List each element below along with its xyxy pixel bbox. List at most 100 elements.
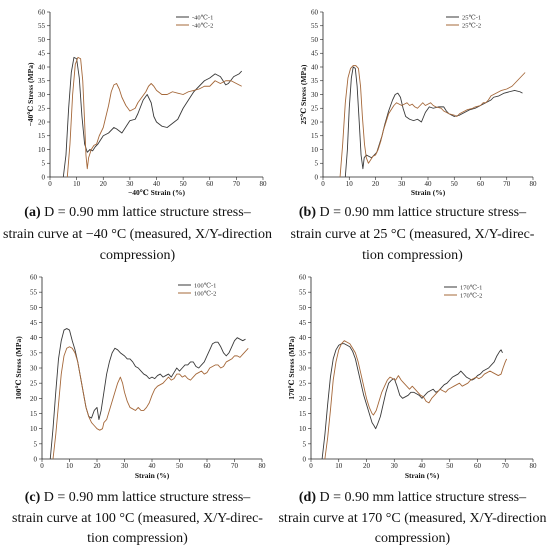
x-tick-label: 50 <box>446 462 454 470</box>
series-line-2 <box>52 346 249 460</box>
x-tick-label: 40 <box>153 180 161 188</box>
chart-d-svg: 0 5 10 15 20 25 30 35 40 45 50 55 60 0 10 20 30 40 50 60 70 8… <box>287 273 538 480</box>
y-tick-label: 30 <box>30 364 38 372</box>
x-tick-label: 60 <box>474 462 482 470</box>
caption-text: D = 0.90 mm lattice structure stress– <box>319 490 527 505</box>
caption-line-1: (d) D = 0.90 mm lattice structure stress… <box>275 488 550 509</box>
y-tick-label: 0 <box>34 455 38 463</box>
y-tick-label: 25 <box>299 380 307 388</box>
x-tick-label: 30 <box>126 180 134 188</box>
legend-item: 100℃-1 <box>178 281 216 289</box>
caption-line-1: (c) D = 0.90 mm lattice structure stress… <box>0 488 275 509</box>
chart-c-svg: 0 5 10 15 20 25 30 35 40 45 50 55 60 0 10 20 30 40 50 60 70 8… <box>14 273 267 480</box>
x-tick-label: 10 <box>73 180 81 188</box>
legend-item: 170℃-2 <box>444 291 482 299</box>
caption-line-2: strain curve at 170 °C (measured, X/Y-di… <box>278 510 547 526</box>
caption-line-2: strain curve at 25 °C (measured, X/Y-dir… <box>290 226 535 242</box>
x-axis-label: Strain (%) <box>405 471 440 480</box>
series-line-1 <box>62 56 243 178</box>
legend-label: 170℃-1 <box>460 283 482 291</box>
caption-label: (d) <box>298 490 317 505</box>
x-tick-label: 80 <box>259 462 267 470</box>
y-tick-label: 55 <box>38 22 46 30</box>
x-tick-label: 70 <box>233 180 241 188</box>
y-tick-label: 50 <box>30 304 38 312</box>
y-tick-label: 55 <box>311 22 319 30</box>
caption-line-1: (b) D = 0.90 mm lattice structure stress… <box>275 202 550 224</box>
caption-text: D = 0.90 mm lattice structure stress– <box>43 490 251 505</box>
series-line-2 <box>66 56 242 178</box>
caption-d: (d) D = 0.90 mm lattice structure stress… <box>275 488 550 550</box>
legend-item: 170℃-1 <box>444 283 482 291</box>
y-tick-label: 20 <box>299 395 307 403</box>
y-tick-label: 15 <box>311 132 319 140</box>
y-tick-label: 35 <box>299 349 307 357</box>
x-tick-label: 80 <box>530 180 538 188</box>
caption-line-2: strain curve at 100 °C (measured, X/Y-di… <box>12 510 263 526</box>
legend-label: 170℃-2 <box>460 291 482 299</box>
x-tick-label: 20 <box>100 180 108 188</box>
y-tick-label: 50 <box>299 304 307 312</box>
y-tick-label: 60 <box>38 8 46 16</box>
legend-label: -40℃-2 <box>192 21 213 29</box>
x-tick-label: 70 <box>502 462 510 470</box>
x-tick-label: 10 <box>335 462 343 470</box>
series-line-1 <box>344 66 523 178</box>
x-axis-label: Strain (%) <box>135 471 170 480</box>
y-tick-label: 45 <box>299 319 307 327</box>
legend-item: -40℃-1 <box>176 13 213 21</box>
y-tick-label: 60 <box>299 273 307 281</box>
caption-label: (c) <box>24 490 41 505</box>
x-tick-label: 70 <box>503 180 511 188</box>
y-tick-label: 40 <box>38 63 46 71</box>
caption-b: (b) D = 0.90 mm lattice structure stress… <box>275 202 550 267</box>
x-tick-label: 70 <box>231 462 239 470</box>
x-tick-label: 0 <box>309 462 313 470</box>
caption-text: D = 0.90 mm lattice structure stress– <box>319 205 527 220</box>
x-tick-label: 80 <box>530 462 538 470</box>
x-tick-label: 30 <box>391 462 399 470</box>
caption-line-3: compression) <box>99 248 176 263</box>
y-tick-label: 15 <box>30 410 38 418</box>
y-axis-label: 25℃ Stress (MPa) <box>299 64 308 124</box>
x-tick-label: 50 <box>176 462 184 470</box>
y-tick-label: 25 <box>30 380 38 388</box>
x-tick-label: 0 <box>321 180 325 188</box>
legend: 25℃-125℃-2 <box>446 13 481 29</box>
x-axis-label: −40℃ Strain (%) <box>128 188 186 197</box>
y-tick-label: 55 <box>30 289 38 297</box>
legend-item: 25℃-1 <box>446 13 481 21</box>
y-tick-label: 0 <box>303 455 307 463</box>
y-tick-label: 55 <box>299 289 307 297</box>
caption-line-1: (a) D = 0.90 mm lattice structure stress… <box>0 202 275 224</box>
chart-b-svg: 0 5 10 15 20 25 30 35 40 45 50 55 60 0 10 20 30 40 50 60 70 8… <box>299 8 538 197</box>
x-tick-label: 30 <box>398 180 406 188</box>
y-tick-label: 50 <box>38 36 46 44</box>
y-tick-label: 5 <box>315 160 319 168</box>
y-tick-label: 10 <box>311 146 319 154</box>
caption-line-3: compression) <box>374 531 451 546</box>
legend-label: 100℃-1 <box>194 281 216 289</box>
legend-label: 25℃-2 <box>462 21 481 29</box>
series-line-1 <box>49 328 246 460</box>
y-tick-label: 15 <box>38 132 46 140</box>
caption-a: (a) D = 0.90 mm lattice structure stress… <box>0 202 275 267</box>
y-tick-label: 40 <box>311 63 319 71</box>
x-tick-label: 10 <box>66 462 74 470</box>
y-tick-label: 45 <box>38 50 46 58</box>
legend-item: 25℃-2 <box>446 21 481 29</box>
y-tick-label: 35 <box>311 77 319 85</box>
y-tick-label: 20 <box>311 118 319 126</box>
x-tick-label: 50 <box>451 180 459 188</box>
legend-item: -40℃-2 <box>176 21 213 29</box>
series-line-2 <box>339 65 526 178</box>
y-tick-label: 30 <box>38 91 46 99</box>
y-tick-label: 5 <box>303 440 307 448</box>
y-tick-label: 30 <box>311 91 319 99</box>
legend-label: -40℃-1 <box>192 13 213 21</box>
y-tick-label: 10 <box>38 146 46 154</box>
series-line-1 <box>321 343 503 460</box>
x-tick-label: 50 <box>180 180 188 188</box>
